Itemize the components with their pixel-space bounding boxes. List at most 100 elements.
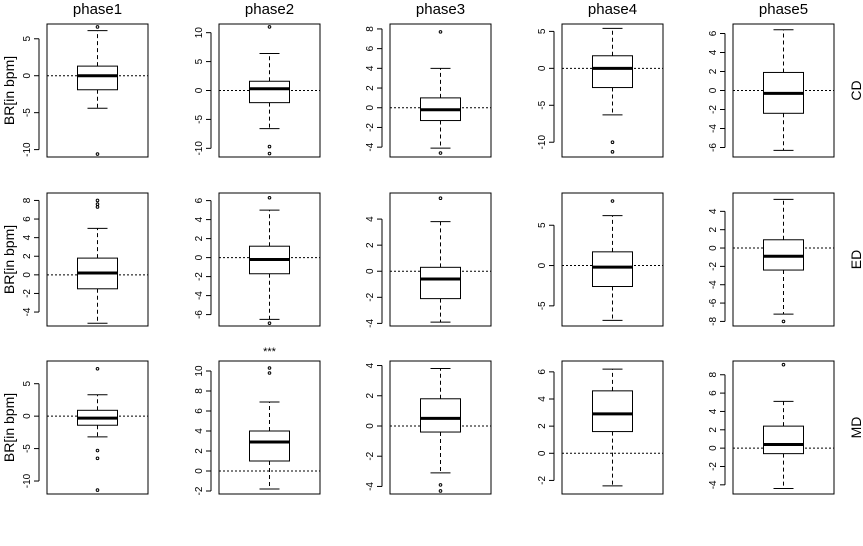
box-iqr (420, 398, 461, 433)
y-tick-label: 8 (708, 372, 719, 378)
panel-frame (561, 192, 664, 327)
outlier-point (610, 199, 615, 203)
y-tick-label: 0 (365, 423, 376, 429)
box-iqr (592, 55, 633, 89)
outlier-point (267, 25, 272, 29)
y-tick-label: 6 (708, 390, 719, 396)
panel-frame (46, 192, 149, 327)
row-label-CD: CD (848, 80, 863, 100)
panel-CD-phase3: -4 -2 0 2 4 6 8 (365, 23, 492, 158)
outlier-point (267, 366, 272, 370)
panel-frame (218, 192, 321, 327)
outlier-point (95, 202, 100, 206)
y-tick-label: 0 (194, 254, 205, 260)
panel-ED-phase1: -4 -2 0 2 4 6 8 (22, 192, 149, 327)
y-tick-label: 5 (22, 36, 33, 42)
y-tick-label: -5 (22, 108, 33, 117)
y-tick-label: -2 (708, 262, 719, 271)
y-tick-label: 8 (194, 388, 205, 394)
y-tick-label: 2 (708, 226, 719, 232)
y-tick-label: 0 (365, 105, 376, 111)
y-tick-label: 2 (708, 427, 719, 433)
outlier-point (610, 150, 615, 154)
outlier-point (438, 151, 443, 155)
y-tick-label: 2 (365, 242, 376, 248)
y-tick-label: -2 (365, 292, 376, 301)
box-iqr (592, 390, 633, 433)
outlier-point (95, 448, 100, 453)
outlier-point (267, 195, 272, 200)
outlier-point (438, 483, 443, 487)
column-title-phase1: phase1 (73, 1, 122, 18)
panel-frame (561, 23, 664, 158)
panel-frame (389, 23, 492, 158)
panel-frame (46, 23, 149, 158)
panel-ED-phase2: -6 -4 -2 0 2 4 6 (194, 192, 321, 327)
y-tick-label: 0 (708, 245, 719, 251)
y-tick-label: -4 (22, 307, 33, 316)
panel-frame (561, 360, 664, 495)
y-tick-label: 4 (708, 49, 719, 55)
panel-ED-phase4: -5 0 5 (537, 192, 664, 327)
box-iqr (77, 65, 118, 91)
panel-CD-phase4: -10 -5 0 5 (537, 23, 664, 158)
y-tick-label: 0 (22, 73, 33, 79)
outlier-point (781, 319, 786, 324)
outlier-point (267, 151, 272, 156)
y-tick-label: -10 (537, 135, 548, 150)
panel-frame (732, 192, 835, 327)
y-tick-label: -8 (708, 317, 719, 326)
y-tick-label: -2 (537, 476, 548, 485)
panel-ED-phase3: -4 -2 0 2 4 (365, 192, 492, 328)
outlier-point (95, 456, 100, 461)
panel-MD-phase4: -2 0 2 4 6 (537, 360, 664, 495)
y-tick-label: 4 (365, 362, 376, 368)
y-tick-label: -4 (365, 142, 376, 151)
outlier-point (438, 489, 443, 493)
y-tick-label: 8 (365, 26, 376, 32)
y-tick-label: -4 (194, 291, 205, 300)
panel-MD-phase5: -4 -2 0 2 4 6 8 (708, 360, 835, 495)
y-tick-label: -4 (365, 482, 376, 491)
panel-frame (46, 360, 149, 495)
y-tick-label: -2 (22, 289, 33, 298)
outlier-point (95, 152, 100, 156)
column-title-phase3: phase3 (416, 1, 465, 18)
y-tick-label: 2 (708, 68, 719, 74)
y-tick-label: 2 (365, 393, 376, 399)
box-iqr (763, 425, 804, 455)
box-iqr (592, 251, 633, 288)
y-tick-label: -5 (537, 100, 548, 109)
y-tick-label: 0 (194, 468, 205, 474)
y-tick-label: -10 (194, 141, 205, 156)
y-tick-label: -2 (365, 123, 376, 132)
y-tick-label: 6 (365, 45, 376, 51)
y-tick-label: -10 (22, 142, 33, 157)
panel-MD-phase3: -4 -2 0 2 4 (365, 360, 492, 495)
y-tick-label: 0 (194, 87, 205, 93)
y-tick-label: 8 (22, 197, 33, 203)
y-tick-label: 4 (537, 396, 548, 402)
panel-frame (218, 360, 321, 495)
y-tick-label: -4 (365, 319, 376, 328)
y-tick-label: 4 (365, 216, 376, 222)
panel-frame (389, 192, 492, 327)
outlier-point (95, 488, 100, 492)
outlier-point (95, 25, 100, 29)
y-tick-label: 0 (708, 87, 719, 93)
y-axis-label-CD: BR[in bpm] (1, 56, 17, 125)
y-tick-label: -2 (708, 105, 719, 114)
y-tick-label: -10 (22, 473, 33, 488)
y-tick-label: -5 (194, 115, 205, 124)
panel-CD-phase1: -10 -5 0 5 (22, 23, 149, 158)
y-tick-label: -4 (708, 124, 719, 133)
outlier-point (267, 321, 272, 325)
outlier-point (267, 144, 272, 149)
outlier-point (781, 362, 786, 367)
y-tick-label: -4 (708, 280, 719, 289)
y-tick-label: -2 (708, 462, 719, 471)
panel-MD-phase1: -10 -5 0 5 (22, 360, 149, 495)
y-tick-label: 2 (22, 253, 33, 259)
outlier-point (95, 366, 100, 371)
